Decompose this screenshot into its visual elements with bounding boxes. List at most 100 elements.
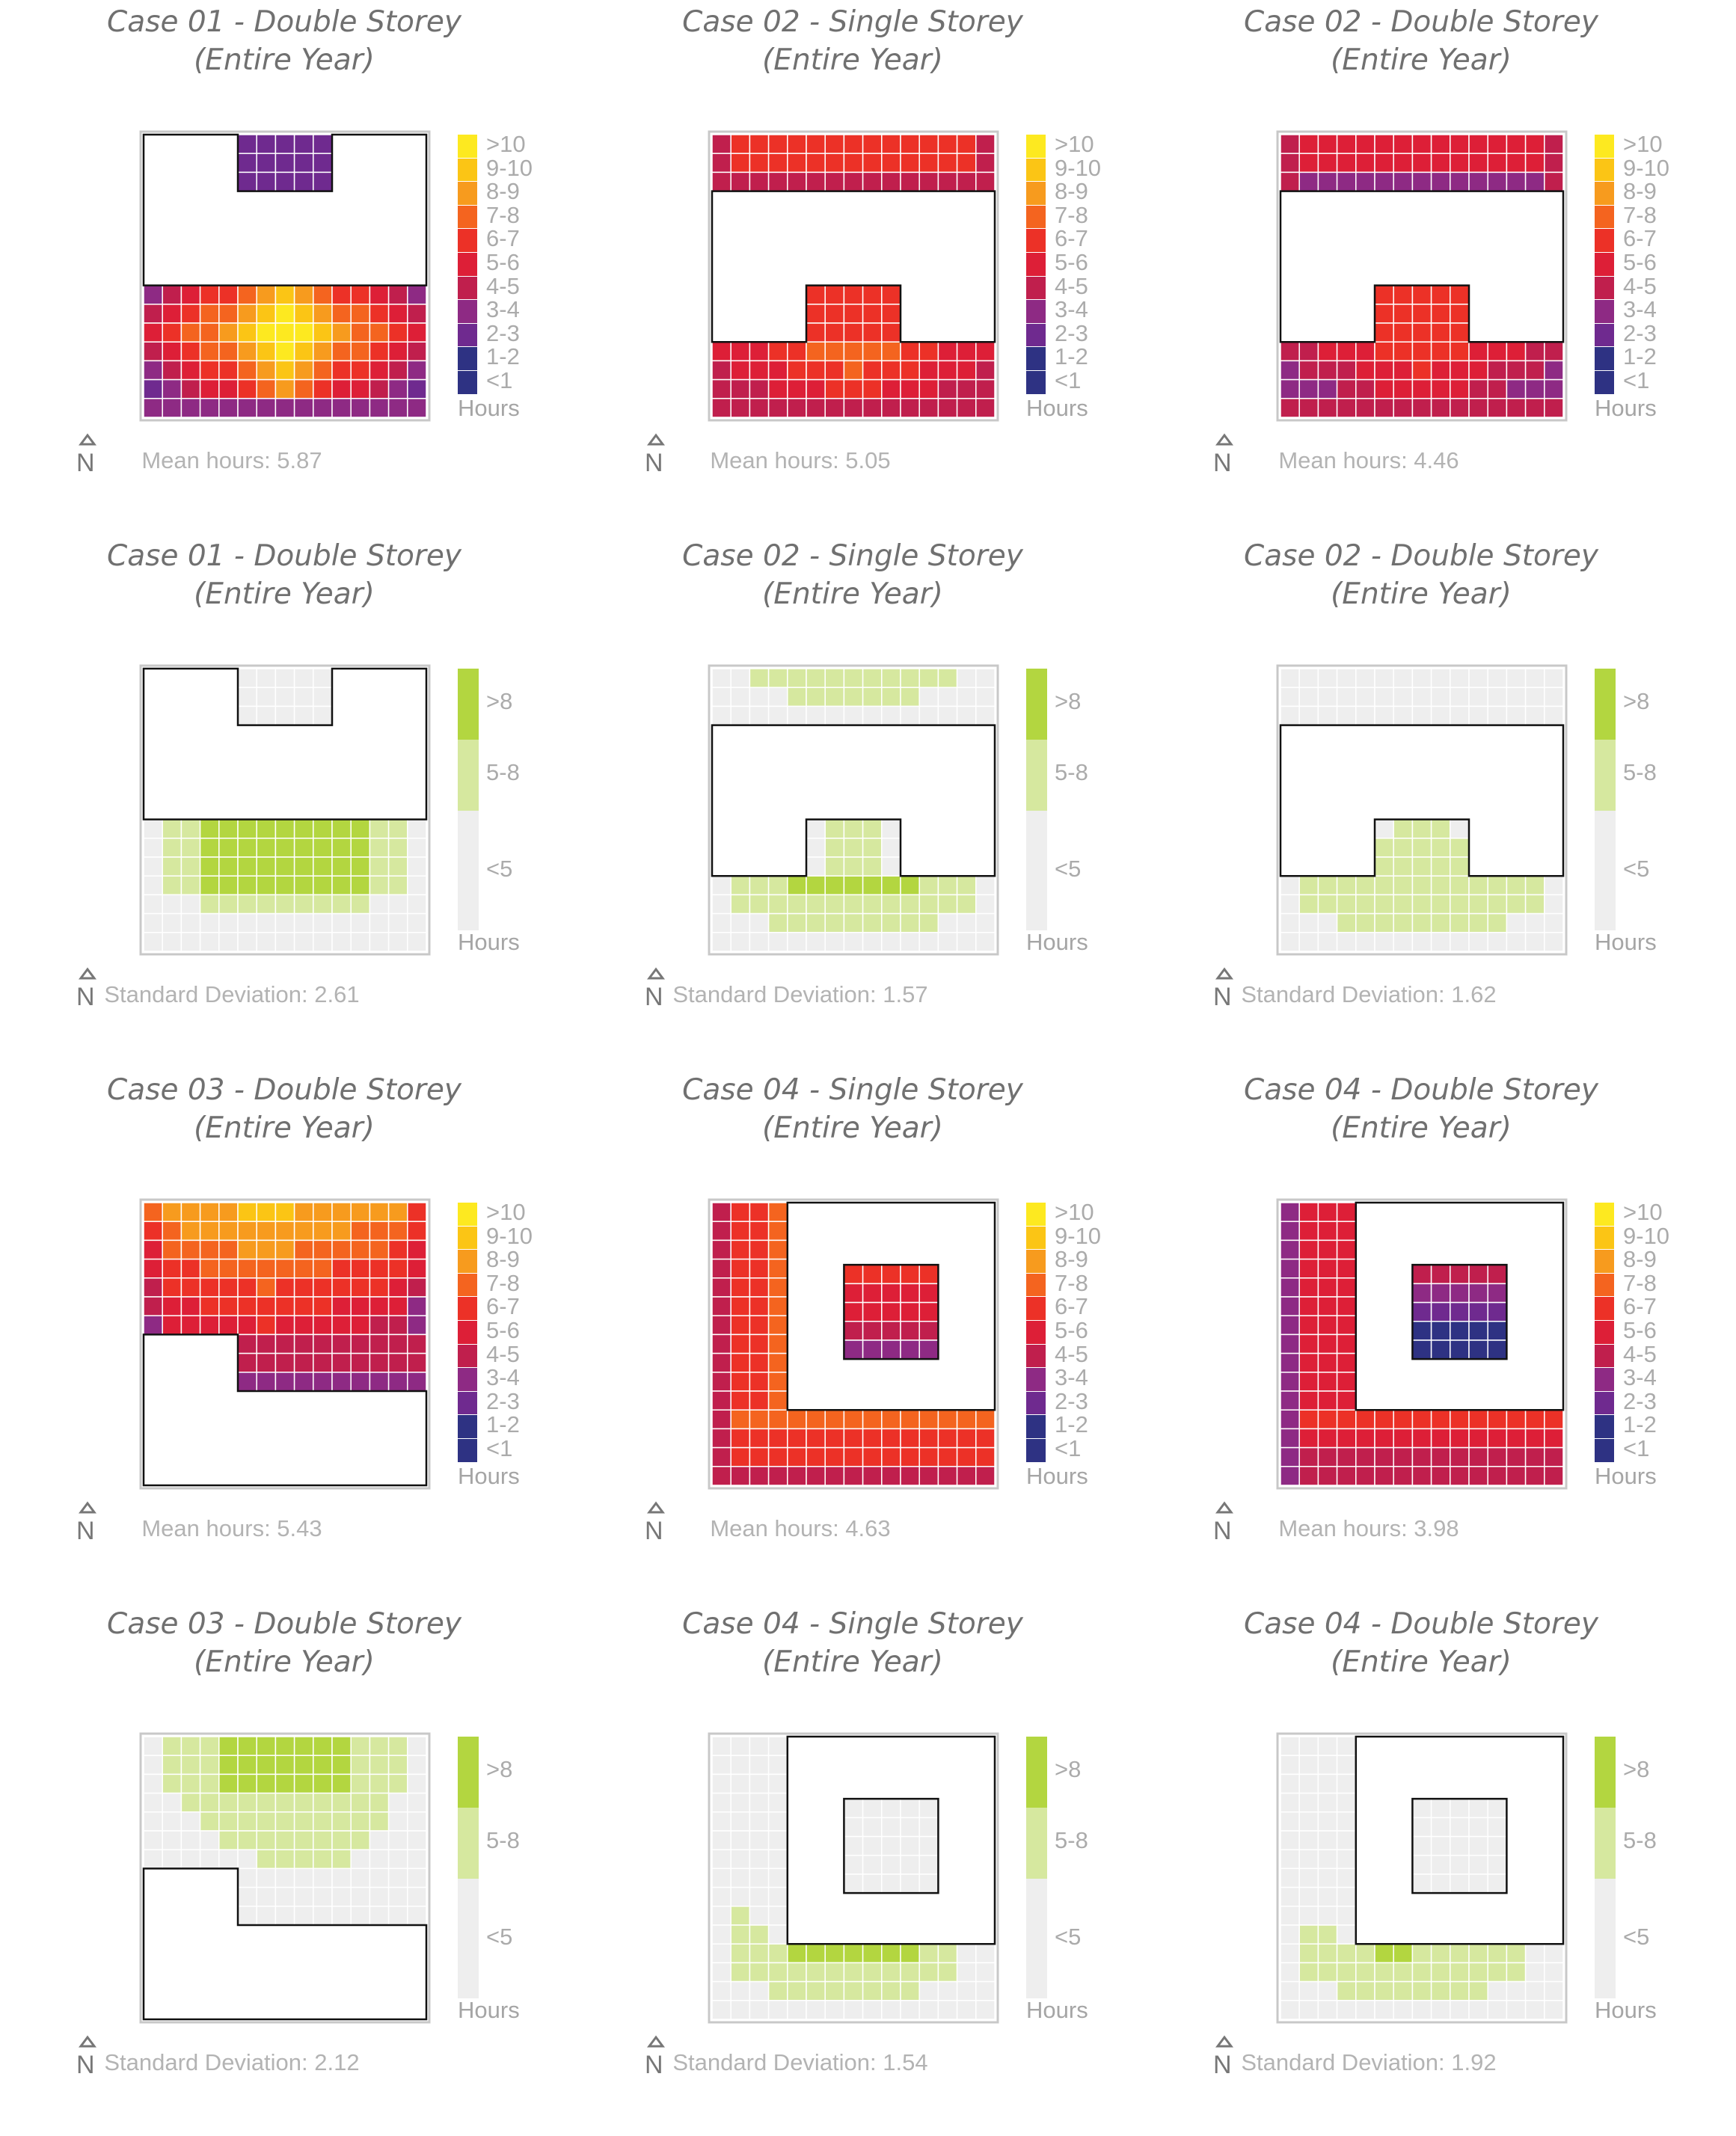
heatmap-cell bbox=[824, 1943, 845, 1964]
heatmap-cell bbox=[843, 284, 864, 305]
heatmap-cell bbox=[407, 1221, 427, 1242]
heatmap-cell bbox=[1430, 1428, 1451, 1449]
heatmap-cells bbox=[143, 1736, 427, 1926]
heatmap-cell bbox=[1450, 856, 1470, 877]
heatmap-cell bbox=[256, 687, 277, 708]
heatmap-cell bbox=[787, 705, 807, 726]
panel-footer-statistic: Mean hours: 5.87 bbox=[141, 447, 322, 473]
heatmap-cell bbox=[218, 304, 239, 324]
heatmap-cell bbox=[237, 153, 257, 174]
heatmap-cell bbox=[956, 378, 977, 399]
heatmap-cell bbox=[862, 322, 883, 343]
heatmap-cells bbox=[1280, 1202, 1564, 1486]
legend-label: 3-4 bbox=[1055, 1364, 1088, 1391]
heatmap-cell bbox=[218, 1258, 239, 1279]
building-footprint bbox=[1279, 724, 1565, 877]
heatmap-cell bbox=[900, 134, 920, 154]
heatmap-cell bbox=[1430, 1446, 1451, 1467]
heatmap-cell bbox=[1393, 171, 1414, 192]
heatmap-cell bbox=[918, 1980, 939, 2001]
heatmap-cell bbox=[1468, 1428, 1488, 1449]
heatmap-cell bbox=[369, 341, 390, 362]
legend-label: <5 bbox=[486, 1924, 513, 1950]
heatmap-cell bbox=[313, 153, 333, 174]
heatmap-cell bbox=[843, 705, 864, 726]
legend-swatch bbox=[1595, 1226, 1614, 1250]
heatmap-cell bbox=[274, 1296, 295, 1316]
heatmap-cell bbox=[749, 171, 770, 192]
heatmap-cell bbox=[1430, 398, 1451, 418]
heatmap-cell bbox=[1355, 134, 1375, 154]
heatmap-cell bbox=[730, 1258, 751, 1279]
heatmap-cell bbox=[1280, 932, 1300, 952]
heatmap-cell bbox=[218, 341, 239, 362]
analysis-panel: Case 01 - Double Storey (Entire Year) >1… bbox=[0, 0, 568, 534]
heatmap-cell bbox=[767, 134, 788, 154]
heatmap-cell bbox=[843, 818, 864, 839]
heatmap-cell bbox=[730, 1849, 751, 1870]
legend-label: <1 bbox=[1055, 367, 1082, 393]
heatmap-cell bbox=[143, 1277, 163, 1298]
heatmap-cell bbox=[767, 1202, 788, 1222]
heatmap-cell bbox=[1280, 1736, 1300, 1756]
heatmap-cell bbox=[407, 1886, 427, 1907]
heatmap-cell bbox=[1393, 2000, 1414, 2020]
heatmap-cell bbox=[387, 1258, 408, 1279]
heatmap-cell bbox=[900, 1283, 920, 1304]
heatmap-cell bbox=[711, 687, 731, 708]
legend-label: <1 bbox=[1055, 1435, 1082, 1461]
heatmap-cell bbox=[313, 322, 333, 343]
heatmap-cell bbox=[1355, 378, 1375, 399]
heatmap-cell bbox=[1280, 1428, 1300, 1449]
heatmap-cell bbox=[1280, 1830, 1300, 1850]
heatmap-cell bbox=[1544, 875, 1564, 896]
heatmap-cell bbox=[749, 1830, 770, 1850]
heatmap-cell bbox=[806, 856, 826, 877]
heatmap-cell bbox=[1317, 171, 1338, 192]
heatmap-cell bbox=[843, 838, 864, 858]
heatmap-cell bbox=[1430, 705, 1451, 726]
heatmap-cell bbox=[881, 134, 901, 154]
heatmap-cell bbox=[1336, 1755, 1357, 1776]
heatmap-cell bbox=[350, 1221, 371, 1242]
heatmap-cell bbox=[199, 378, 220, 399]
legend-swatch bbox=[1595, 1737, 1616, 1808]
heatmap-cell bbox=[1450, 1409, 1470, 1430]
heatmap-cell bbox=[274, 1811, 295, 1832]
heatmap-cell bbox=[1430, 687, 1451, 708]
north-arrow-icon bbox=[647, 2035, 665, 2048]
heatmap-cell bbox=[1280, 1849, 1300, 1870]
legend-label: >8 bbox=[1055, 688, 1082, 714]
heatmap-cell bbox=[1298, 1849, 1319, 1870]
heatmap-cell bbox=[1430, 1283, 1451, 1304]
heatmap-cell bbox=[1411, 1283, 1432, 1304]
panel-title-period: (Entire Year) bbox=[1331, 577, 1512, 611]
heatmap-cell bbox=[218, 875, 239, 896]
heatmap-cell bbox=[749, 1773, 770, 1794]
heatmap-cell bbox=[218, 1202, 239, 1222]
legend-swatch bbox=[458, 135, 477, 158]
heatmap-cell bbox=[180, 1811, 201, 1832]
heatmap-cell bbox=[1317, 1277, 1338, 1298]
heatmap-cell bbox=[1544, 1962, 1564, 1983]
legend-label: 3-4 bbox=[1055, 296, 1088, 323]
heatmap-cell bbox=[143, 1239, 163, 1260]
heatmap-cell bbox=[843, 932, 864, 952]
panel-footer-statistic: Mean hours: 4.46 bbox=[1278, 447, 1459, 473]
heatmap-cell bbox=[407, 1352, 427, 1373]
heatmap-cell bbox=[749, 1755, 770, 1776]
north-label: N bbox=[1213, 983, 1232, 1011]
heatmap-cell bbox=[1317, 894, 1338, 915]
heatmap-cell bbox=[767, 1296, 788, 1316]
heatmap-cell bbox=[218, 912, 239, 933]
heatmap-cell bbox=[843, 134, 864, 154]
heatmap-cell bbox=[387, 1792, 408, 1813]
heatmap-cell bbox=[237, 1906, 257, 1926]
heatmap-cell bbox=[1336, 1277, 1357, 1298]
heatmap-cell bbox=[900, 1321, 920, 1341]
heatmap-cell bbox=[843, 1409, 864, 1430]
heatmap-cell bbox=[1487, 932, 1508, 952]
heatmap-cell bbox=[843, 668, 864, 688]
heatmap-cell bbox=[1280, 2000, 1300, 2020]
north-arrow-icon bbox=[79, 2035, 96, 2048]
